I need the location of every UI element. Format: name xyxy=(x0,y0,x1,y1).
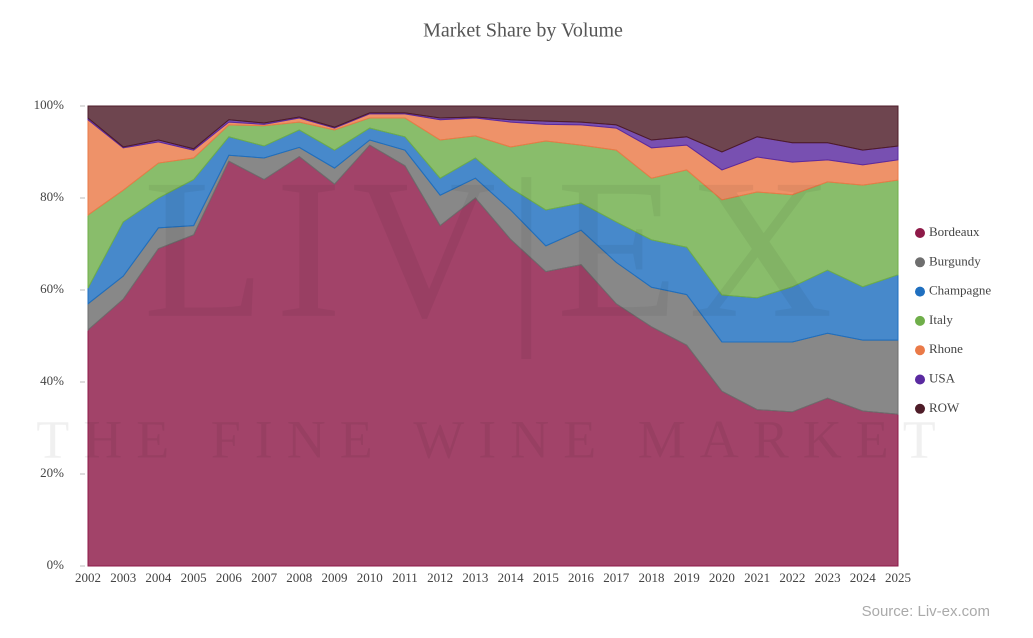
x-tick-label: 2010 xyxy=(357,570,383,585)
x-tick-label: 2017 xyxy=(603,570,630,585)
legend-label: Bordeaux xyxy=(929,224,980,239)
x-tick-label: 2023 xyxy=(815,570,841,585)
y-tick-label: 0% xyxy=(47,557,65,572)
y-tick-label: 20% xyxy=(40,465,64,480)
x-tick-label: 2025 xyxy=(885,570,911,585)
x-tick-label: 2016 xyxy=(568,570,595,585)
x-tick-label: 2015 xyxy=(533,570,559,585)
legend-label: ROW xyxy=(929,400,960,415)
area xyxy=(87,105,899,153)
x-tick-label: 2012 xyxy=(427,570,453,585)
x-tick-label: 2003 xyxy=(110,570,136,585)
x-tick-label: 2002 xyxy=(75,570,101,585)
x-tick-label: 2007 xyxy=(251,570,278,585)
legend-label: Italy xyxy=(929,312,953,327)
x-tick-label: 2009 xyxy=(322,570,348,585)
source: Source: Liv-ex.com xyxy=(862,603,990,620)
watermark: THE FINE WINE MARKET xyxy=(36,409,949,469)
x-tick-label: 2018 xyxy=(638,570,664,585)
legend-marker xyxy=(915,315,925,326)
legend-marker xyxy=(915,374,925,385)
y-tick-label: 40% xyxy=(40,373,64,388)
x-tick-label: 2019 xyxy=(674,570,700,585)
legend-label: USA xyxy=(929,370,956,385)
x-tick-label: 2014 xyxy=(498,570,525,585)
legend-marker xyxy=(915,345,925,356)
legend-label: Rhone xyxy=(929,341,963,356)
y-tick-label: 100% xyxy=(34,97,65,112)
x-tick-label: 2020 xyxy=(709,570,735,585)
legend-marker xyxy=(915,228,925,238)
x-tick-label: 2013 xyxy=(462,570,488,585)
chart-title: Market Share by Volume xyxy=(423,20,623,42)
legend-label: Champagne xyxy=(929,283,991,298)
watermark: LIV|EX xyxy=(143,139,843,360)
x-tick-label: 2008 xyxy=(286,570,312,585)
x-tick-label: 2022 xyxy=(779,570,805,585)
x-tick-label: 2021 xyxy=(744,570,770,585)
x-tick-label: 2004 xyxy=(145,570,172,585)
x-tick-label: 2006 xyxy=(216,570,243,585)
x-tick-label: 2024 xyxy=(850,570,877,585)
legend-marker xyxy=(915,403,925,414)
x-tick-label: 2011 xyxy=(392,570,418,585)
legend-marker xyxy=(915,286,925,297)
legend-label: Burgundy xyxy=(929,253,981,268)
x-tick-label: 2005 xyxy=(181,570,207,585)
y-tick-label: 80% xyxy=(40,189,64,204)
legend-marker xyxy=(915,257,925,268)
y-tick-label: 60% xyxy=(40,281,64,296)
